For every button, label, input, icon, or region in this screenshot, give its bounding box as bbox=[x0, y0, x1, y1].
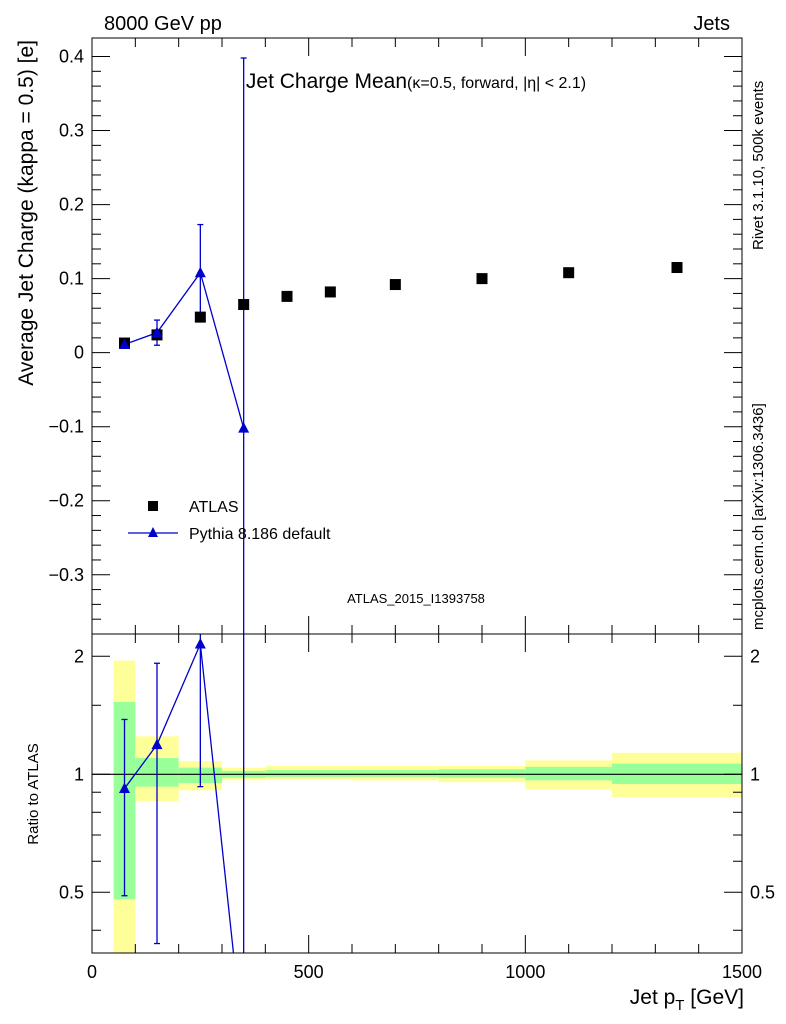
x-axis-label: Jet pT [GeV] bbox=[630, 986, 744, 1014]
pythia-data-point bbox=[151, 326, 163, 338]
main-y-axis-label: Average Jet Charge (kappa = 0.5) [e] bbox=[15, 40, 38, 386]
legend-pythia-marker bbox=[148, 527, 158, 537]
legend-atlas-marker bbox=[148, 501, 158, 511]
x-axis-label-text: Jet p bbox=[630, 986, 676, 1009]
pythia-data-point bbox=[238, 422, 250, 433]
x-tick-label: 1000 bbox=[505, 962, 545, 982]
x-tick-label: 0 bbox=[87, 962, 97, 982]
main-panel: −0.3 −0.2 −0.1 0 0.1 0.2 0.3 0.4 Jet Charge Mea… bbox=[15, 37, 743, 635]
ratio-y-tick-label-right: 2 bbox=[750, 646, 760, 666]
ratio-y-tick-label: 1 bbox=[74, 764, 84, 784]
ratio-pythia-line bbox=[123, 641, 235, 953]
main-frame bbox=[91, 37, 743, 635]
ratio-y-tick-label: 2 bbox=[74, 646, 84, 666]
ratio-panel: 0.5 0.5 1 1 2 2 0 500 1000 1500 Ratio to ATLAS Je… bbox=[25, 633, 775, 1014]
legend: ATLAS Pythia 8.186 default bbox=[128, 499, 331, 543]
ratio-y-tick-label-right: 0.5 bbox=[750, 882, 775, 902]
analysis-watermark: ATLAS_2015_I1393758 bbox=[347, 591, 485, 606]
atlas-data-point bbox=[194, 311, 206, 323]
main-y-tick-label: 0.1 bbox=[59, 269, 84, 289]
ratio-stat-uncertainty-band bbox=[438, 769, 526, 778]
main-y-tick-label: −0.2 bbox=[48, 491, 84, 511]
rivet-version-label: Rivet 3.1.10, 500k events bbox=[750, 81, 767, 250]
main-y-tick-label: 0.3 bbox=[59, 121, 84, 141]
ratio-stat-uncertainty-band bbox=[265, 770, 352, 777]
ratio-frame bbox=[91, 633, 743, 954]
x-axis-label-unit: [GeV] bbox=[684, 986, 744, 1009]
atlas-data-point bbox=[281, 290, 293, 302]
atlas-data-point bbox=[324, 286, 336, 298]
main-y-tick-label: 0.4 bbox=[59, 47, 84, 67]
ratio-pythia-point bbox=[151, 738, 163, 750]
main-y-tick-label: 0 bbox=[74, 343, 84, 363]
pythia-line bbox=[124, 271, 245, 429]
ratio-stat-uncertainty-band bbox=[525, 766, 612, 781]
legend-atlas-label: ATLAS bbox=[189, 499, 239, 516]
pythia-data-point bbox=[194, 266, 206, 278]
atlas-data-point bbox=[238, 299, 250, 311]
main-y-tick-label: −0.3 bbox=[48, 565, 84, 585]
main-title: Jet Charge Mean(κ=0.5, forward, |η| < 2.… bbox=[246, 70, 586, 93]
main-title-text: Jet Charge Mean bbox=[246, 70, 407, 93]
main-title-subtext: (κ=0.5, forward, |η| < 2.1) bbox=[407, 75, 586, 92]
atlas-data-point bbox=[563, 267, 575, 279]
ratio-pythia-point bbox=[194, 637, 206, 649]
ratio-stat-uncertainty-band bbox=[352, 770, 439, 777]
ratio-pythia-group bbox=[119, 634, 245, 953]
energy-label: 8000 GeV pp bbox=[104, 13, 222, 35]
legend-pythia-label: Pythia 8.186 default bbox=[189, 526, 331, 543]
main-y-tick-label: 0.2 bbox=[59, 195, 84, 215]
x-axis-label-subscript: T bbox=[675, 997, 684, 1014]
ratio-pythia-point bbox=[119, 782, 130, 793]
main-y-tick-label: −0.1 bbox=[48, 417, 84, 437]
ratio-y-tick-label-right: 1 bbox=[750, 764, 760, 784]
pythia-data-point bbox=[119, 338, 130, 350]
mcplots-label: mcplots.cern.ch [arXiv:1306.3436] bbox=[750, 403, 767, 630]
x-tick-label: 1500 bbox=[722, 962, 762, 982]
atlas-data-point bbox=[476, 273, 488, 285]
category-label: Jets bbox=[693, 13, 730, 35]
atlas-data-point bbox=[389, 279, 401, 291]
x-tick-label: 500 bbox=[294, 962, 324, 982]
ratio-y-axis-label: Ratio to ATLAS bbox=[25, 743, 42, 844]
atlas-data-point bbox=[671, 262, 683, 274]
ratio-y-tick-label: 0.5 bbox=[59, 882, 84, 902]
